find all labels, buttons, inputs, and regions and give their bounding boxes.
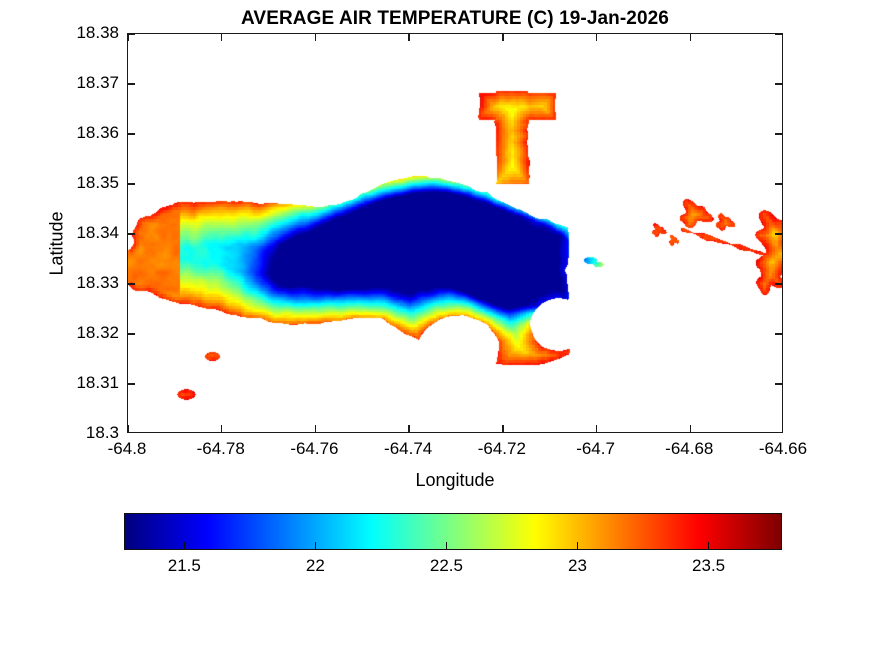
y-tick-right [775, 283, 782, 285]
x-tick-label: -64.8 [107, 439, 147, 458]
x-tick-top [595, 34, 598, 41]
y-tick [128, 333, 135, 335]
y-tick [128, 133, 135, 135]
y-tick-right [775, 183, 782, 185]
colorbar-tick [445, 542, 448, 550]
y-tick [128, 83, 135, 85]
y-tick [128, 233, 135, 235]
colorbar-tick [576, 542, 579, 550]
x-tick [502, 425, 504, 432]
colorbar-tick [183, 542, 185, 550]
colorbar-tick-label: 23 [568, 556, 587, 575]
colorbar-tick-label: 21.5 [167, 556, 201, 575]
temperature-raster [128, 34, 782, 432]
y-tick [128, 183, 135, 185]
x-tick [595, 425, 598, 432]
x-tick [689, 425, 691, 432]
y-tick-label: 18.34 [76, 223, 119, 242]
colorbar[interactable] [124, 513, 782, 550]
y-tick-right [775, 333, 782, 335]
page-title: AVERAGE AIR TEMPERATURE (C) 19-Jan-2026 [241, 8, 669, 29]
y-tick-label: 18.32 [76, 323, 119, 342]
y-axis-title: Latitude [46, 211, 67, 276]
colorbar-tick [707, 542, 710, 550]
x-tick [128, 425, 129, 432]
y-tick [128, 34, 135, 35]
y-tick-right [775, 383, 782, 385]
x-tick-label: -64.74 [384, 439, 433, 458]
colorbar-tick-label: 23.5 [692, 556, 726, 575]
y-tick-right [775, 34, 782, 35]
colorbar-tick-label: 22.5 [429, 556, 463, 575]
x-tick-label: -64.72 [477, 439, 526, 458]
x-tick-label: -64.76 [290, 439, 339, 458]
y-tick [128, 383, 135, 385]
map-axes[interactable] [127, 33, 783, 433]
x-tick-label: -64.7 [576, 439, 615, 458]
y-tick-label: 18.38 [76, 23, 119, 42]
x-tick-top [502, 34, 504, 41]
x-tick-top [408, 34, 410, 41]
y-tick-right [775, 233, 782, 235]
colorbar-gradient [124, 513, 782, 550]
y-tick-label: 18.36 [76, 123, 119, 142]
y-tick-label: 18.37 [76, 73, 119, 92]
x-tick [314, 425, 317, 432]
x-axis-title: Longitude [415, 470, 495, 490]
x-tick-top [221, 34, 223, 41]
colorbar-tick [314, 542, 317, 550]
x-tick [408, 425, 410, 432]
x-tick-top [128, 34, 129, 41]
y-tick-right [775, 133, 782, 135]
x-tick [221, 425, 223, 432]
y-tick-label: 18.31 [76, 373, 119, 392]
x-tick-top [689, 34, 691, 41]
x-tick-label: -64.66 [758, 439, 808, 458]
y-tick [128, 283, 135, 285]
colorbar-tick-label: 22 [305, 556, 325, 575]
x-tick-label: -64.68 [665, 439, 714, 458]
y-tick-right [775, 83, 782, 85]
y-tick-label: 18.33 [76, 273, 119, 292]
y-tick-label: 18.35 [76, 173, 119, 192]
x-tick-top [314, 34, 317, 41]
x-tick-label: -64.78 [196, 439, 245, 458]
y-tick-label: 18.3 [85, 423, 119, 442]
